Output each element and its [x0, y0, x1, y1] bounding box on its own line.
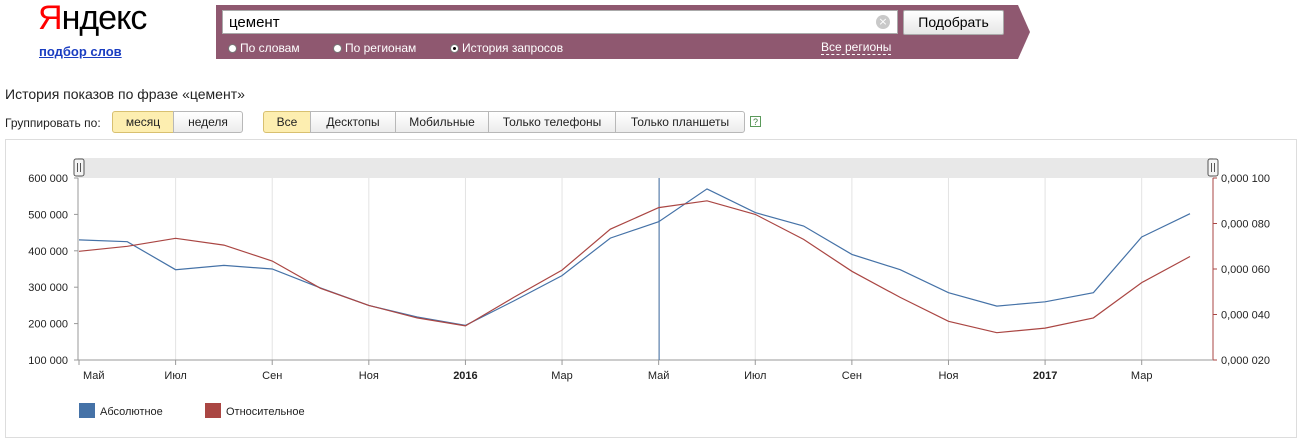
- search-input[interactable]: [222, 10, 898, 34]
- y-left-tick-label: 200 000: [28, 319, 68, 331]
- x-tick-label: Июл: [164, 370, 186, 382]
- series-line-1: [78, 188, 1191, 327]
- device-mobile-button[interactable]: Мобильные: [395, 111, 489, 133]
- radio-by-regions[interactable]: По регионам: [333, 41, 416, 55]
- navigator-right-handle[interactable]: [1207, 158, 1219, 177]
- y-right-tick-label: 0,000 040: [1221, 310, 1270, 322]
- page-title: История показов по фразе «цемент»: [5, 86, 245, 102]
- radio-dot-selected: [450, 43, 459, 53]
- series-line-2: [78, 200, 1191, 334]
- help-icon[interactable]: ?: [750, 116, 761, 127]
- x-tick-label: Ноя: [359, 370, 379, 382]
- radio-history[interactable]: История запросов: [450, 41, 563, 55]
- chart-frame: [5, 139, 1297, 438]
- y-right-tick-label: 0,000 100: [1221, 173, 1270, 185]
- device-tablets-button[interactable]: Только планшеты: [615, 111, 745, 133]
- x-tick-label: Мар: [551, 370, 573, 382]
- yandex-logo[interactable]: Яндекс: [38, 0, 148, 37]
- x-tick-label: 2017: [1033, 370, 1057, 382]
- radio-dot: [228, 43, 237, 53]
- device-phones-button[interactable]: Только телефоны: [488, 111, 616, 133]
- navigator-left-handle[interactable]: [73, 158, 85, 177]
- legend-label[interactable]: Относительное: [226, 406, 305, 418]
- device-all-button[interactable]: Все: [263, 111, 311, 133]
- radio-history-label: История запросов: [462, 41, 564, 55]
- y-right-tick-label: 0,000 080: [1221, 219, 1270, 231]
- x-tick-label: Май: [83, 370, 105, 382]
- x-tick-label: Ноя: [938, 370, 958, 382]
- submit-button[interactable]: Подобрать: [903, 10, 1004, 35]
- x-tick-label: Июл: [744, 370, 766, 382]
- legend-label[interactable]: Абсолютное: [100, 406, 163, 418]
- legend-swatch[interactable]: [79, 403, 95, 418]
- group-by-label: Группировать по:: [5, 116, 101, 130]
- y-right-tick-label: 0,000 060: [1221, 264, 1270, 276]
- y-left-tick-label: 400 000: [28, 246, 68, 258]
- y-left-tick-label: 300 000: [28, 282, 68, 294]
- x-tick-label: 2016: [453, 370, 477, 382]
- x-tick-label: Сен: [262, 370, 282, 382]
- x-tick-label: Мар: [1131, 370, 1153, 382]
- x-tick-label: Май: [648, 370, 670, 382]
- y-left-tick-label: 600 000: [28, 173, 68, 185]
- navigator-bar[interactable]: [78, 158, 1213, 178]
- device-desktop-button[interactable]: Десктопы: [310, 111, 396, 133]
- radio-by-words[interactable]: По словам: [228, 41, 300, 55]
- logo-rest: ндекс: [61, 0, 148, 37]
- group-week-button[interactable]: неделя: [173, 111, 243, 133]
- regions-link[interactable]: Все регионы: [821, 40, 892, 55]
- logo-first-letter: Я: [38, 0, 63, 37]
- wordstat-link[interactable]: подбор слов: [39, 44, 122, 59]
- y-left-tick-label: 100 000: [28, 355, 68, 367]
- x-tick-label: Сен: [842, 370, 862, 382]
- radio-by-words-label: По словам: [240, 41, 300, 55]
- y-left-tick-label: 500 000: [28, 209, 68, 221]
- group-month-button[interactable]: месяц: [112, 111, 174, 133]
- radio-by-regions-label: По регионам: [345, 41, 417, 55]
- y-right-tick-label: 0,000 020: [1221, 355, 1270, 367]
- radio-dot: [333, 43, 342, 53]
- clear-icon[interactable]: ×: [876, 15, 890, 29]
- legend-swatch[interactable]: [205, 403, 221, 418]
